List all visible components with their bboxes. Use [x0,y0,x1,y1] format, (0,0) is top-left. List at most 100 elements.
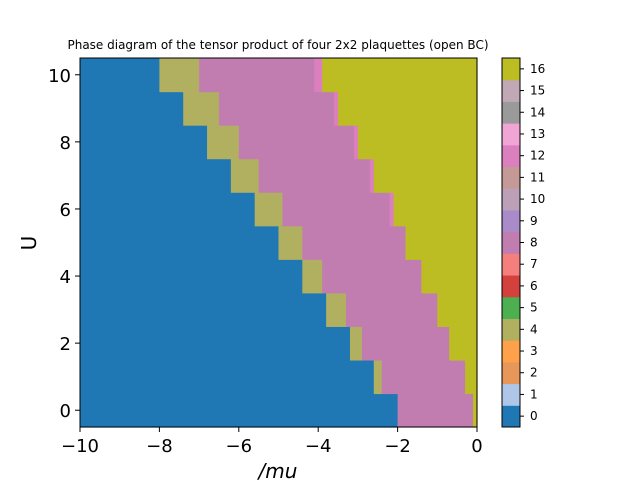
heatmap-cell-u1-seg2 [381,359,466,395]
colorbar-tick-label: 12 [530,149,545,163]
colorbar-swatch-5 [502,296,520,319]
x-tick-label: 0 [471,436,482,457]
heatmap-cell-u6-seg4 [393,192,478,227]
colorbar-tick-label: 9 [530,214,538,228]
x-axis-label: /mu [257,459,298,480]
chart-title: Phase diagram of the tensor product of f… [67,38,488,52]
heatmap-cell-u9-seg3 [334,91,339,126]
x-tick-label: −2 [384,436,411,457]
colorbar-swatch-0 [502,405,520,428]
y-tick-label: 10 [48,66,71,87]
y-axis-ticks: 0 2 4 6 8 10 [48,66,80,422]
heatmap-cell-u1-seg1 [373,359,383,395]
heatmap-cell-u7-seg1 [230,158,260,193]
heatmap-cell-u3-seg0 [80,292,327,327]
heatmap-cell-u0-seg0 [80,393,399,428]
heatmap-cell-u7-seg3 [369,158,375,193]
heatmap-cell-u2-seg1 [349,326,363,361]
heatmap-cell-u5-seg0 [80,225,280,260]
colorbar-swatch-7 [502,253,520,276]
colorbar-swatch-14 [502,101,520,124]
heatmap-cell-u9-seg2 [218,91,335,126]
heatmap-cell-u7-seg0 [80,158,232,193]
heatmap-cell-u3-seg1 [326,292,347,327]
y-axis-label: U [17,236,41,251]
heatmap-cell-u8-seg0 [80,125,208,160]
colorbar-tick-label: 3 [530,344,538,358]
heatmap-cell-u3-seg2 [345,292,438,327]
colorbar-tick-label: 0 [530,409,538,423]
y-tick-label: 2 [60,334,71,355]
heatmap-cell-u1-seg0 [80,359,375,395]
x-tick-label: −6 [226,436,253,457]
colorbar-swatch-13 [502,123,520,146]
heatmap-cell-u6-seg3 [389,192,395,227]
heatmap-cell-u9-seg1 [183,91,220,126]
colorbar-frame [501,57,521,428]
heatmap-cell-u7-seg4 [373,158,478,193]
y-tick-label: 6 [60,200,71,221]
colorbar-swatch-9 [502,209,520,233]
colorbar-tick-label: 6 [530,279,538,293]
heatmap-cell-u0-seg2 [473,393,478,428]
colorbar-tick-label: 8 [530,236,538,250]
colorbar-swatch-10 [502,188,520,211]
heatmap-cell-u9-seg4 [338,91,478,126]
heatmap-cell-u8-seg4 [357,125,478,160]
colorbar-swatch-8 [502,231,520,254]
y-tick-label: 4 [60,267,71,288]
y-tick-label: 0 [60,401,71,422]
heatmap-cell-u10-seg2 [199,58,315,93]
heatmap-cell-u8-seg2 [238,125,355,160]
colorbar-tick-label: 1 [530,387,538,401]
colorbar [502,58,520,428]
heatmap-cell-u4-seg2 [322,259,423,294]
heatmap-cell-u10-seg3 [314,58,323,93]
colorbar-tick-label: 7 [530,257,538,271]
colorbar-tick-label: 4 [530,322,538,336]
heatmap-cell-u2-seg0 [80,326,351,361]
heatmap-cell-u5-seg1 [278,225,303,260]
colorbar-tick-label: 13 [530,127,545,141]
colorbar-swatch-2 [502,361,520,385]
colorbar-swatch-1 [502,383,520,406]
heatmap-cell-u10-seg1 [159,58,200,93]
heatmap-cell-u2-seg2 [361,326,450,361]
colorbar-tick-label: 10 [530,192,545,206]
heatmap-cell-u6-seg0 [80,192,256,227]
x-tick-label: −4 [305,436,332,457]
heatmap-cell-u0-seg1 [397,393,474,428]
plot-frame [79,57,478,428]
colorbar-swatch-6 [502,275,520,298]
colorbar-swatch-12 [502,144,520,168]
x-tick-label: −8 [146,436,173,457]
colorbar-swatch-15 [502,79,520,102]
colorbar-tick-label: 11 [530,170,545,184]
heatmap-cell-u10-seg4 [322,58,478,93]
colorbar-swatch-16 [502,58,520,81]
heatmap-cell-u6-seg1 [254,192,284,227]
heatmap-cell-u4-seg0 [80,259,303,294]
colorbar-swatch-4 [502,318,520,341]
heatmap-cell-u5-seg2 [302,225,407,260]
heatmap-cell-u8-seg3 [353,125,359,160]
heatmap-cell-u3-seg3 [437,292,478,327]
heatmap-cell-u2-seg3 [449,326,478,361]
colorbar-swatch-3 [502,340,520,363]
heatmap-cell-u7-seg2 [258,158,371,193]
colorbar-tick-label: 14 [530,105,545,119]
colorbar-tick-label: 5 [530,301,538,315]
y-tick-label: 8 [60,133,71,154]
heatmap-cell-u4-seg3 [421,259,478,294]
colorbar-tick-label: 16 [530,62,545,76]
heatmap-cell-u1-seg3 [465,359,478,395]
colorbar-tick-label: 15 [530,84,545,98]
heatmap-cell-u6-seg2 [282,192,391,227]
heatmap-cell-u9-seg0 [80,91,184,126]
colorbar-swatch-11 [502,166,520,189]
colorbar-tick-label: 2 [530,366,538,380]
x-tick-label: −10 [61,436,99,457]
heatmap-cell-u5-seg3 [405,225,478,260]
